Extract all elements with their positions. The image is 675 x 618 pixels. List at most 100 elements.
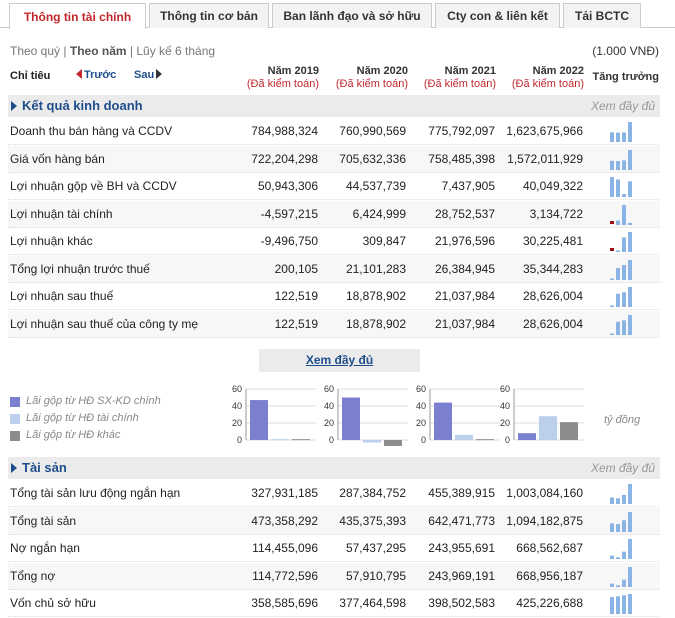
sparkline-bar — [622, 237, 626, 252]
table-row: Lợi nhuận khác -9,496,750 309,847 21,976,59… — [8, 228, 660, 255]
arrow-right-icon — [156, 69, 163, 79]
sparkline-bar — [628, 511, 632, 532]
sparkline-bar — [616, 584, 620, 587]
tab-financial-info[interactable]: Thông tin tài chính — [9, 3, 146, 29]
row-value: 30,225,481 — [522, 234, 583, 248]
sparkline-bar — [628, 232, 632, 252]
sparkline-bar — [610, 220, 614, 224]
row-value: 377,464,598 — [339, 596, 406, 610]
row-value: 287,384,752 — [339, 486, 406, 500]
sparkline-bar — [616, 179, 620, 197]
growth-sparkline — [610, 259, 632, 280]
sparkline-bar — [610, 497, 614, 504]
row-value: 21,037,984 — [434, 289, 495, 303]
row-value: 1,572,011,929 — [507, 151, 583, 166]
view-all-link[interactable]: Xem đầy đủ — [590, 99, 655, 113]
row-label: Lợi nhuận tài chính — [10, 206, 113, 221]
y-tick-label: 60 — [324, 384, 334, 394]
y-tick-label: 20 — [232, 418, 242, 428]
legend-item: Lãi gộp từ HĐ tài chính — [10, 412, 161, 429]
row-value: 705,632,336 — [339, 151, 406, 166]
view-all-link[interactable]: Xem đầy đủ — [590, 461, 655, 475]
table-row: Lợi nhuận sau thuế của công ty mẹ 122,519… — [8, 310, 660, 338]
sparkline-bar — [628, 122, 632, 142]
tab-management-ownership[interactable]: Ban lãnh đạo và sở hữu — [272, 3, 432, 28]
row-value: 358,585,696 — [251, 596, 318, 610]
sparkline-bar — [616, 557, 620, 559]
row-value: 28,626,004 — [522, 316, 583, 331]
view-all-button[interactable]: Xem đầy đủ — [259, 349, 420, 372]
sparkline-bar — [622, 519, 626, 532]
table-row: Lợi nhuận sau thuế 122,519 18,878,902 21,03… — [8, 283, 660, 310]
y-tick-label: 60 — [500, 384, 510, 394]
table-row: Vốn chủ sở hữu 358,585,696 377,464,598 398,… — [8, 590, 660, 617]
next-button[interactable]: Sau — [134, 69, 163, 81]
row-value: 122,519 — [274, 316, 318, 331]
growth-sparkline — [610, 122, 632, 142]
sparkline-bar — [622, 551, 626, 559]
table-row: Tổng nợ 114,772,596 57,910,795 243,969,191 6… — [8, 562, 660, 590]
y-tick-label: 0 — [505, 435, 510, 445]
tab-label: Ban lãnh đạo và sở hữu — [283, 9, 421, 23]
row-label: Lợi nhuận sau thuế của công ty mẹ — [10, 316, 198, 331]
sparkline-bar — [610, 160, 614, 170]
row-value: 40,049,322 — [522, 179, 583, 193]
row-value: 114,455,096 — [252, 541, 318, 555]
sparkline-bar — [616, 596, 620, 614]
table-row: Tổng tài sản lưu động ngắn hạn 327,931,18… — [8, 480, 660, 507]
row-value: 3,134,722 — [529, 206, 583, 221]
row-label: Tổng lợi nhuận trước thuế — [10, 261, 150, 276]
row-value: 243,955,691 — [428, 541, 495, 555]
sparkline-bar — [628, 314, 632, 335]
sparkline-bar — [628, 222, 632, 225]
row-label: Nợ ngắn hạn — [10, 541, 80, 555]
sparkline-bar — [610, 132, 614, 142]
tab-subsidiaries[interactable]: Cty con & liên kết — [435, 3, 560, 28]
row-value: 26,384,945 — [434, 261, 495, 276]
legend-item: Lãi gộp từ HĐ khác — [10, 429, 161, 446]
arrow-left-icon — [76, 69, 82, 79]
tab-label: Thông tin tài chính — [23, 9, 132, 24]
sparkline-bar — [616, 132, 620, 142]
y-tick-label: 60 — [232, 384, 242, 394]
sparkline-bar — [622, 595, 626, 614]
row-value: 398,502,583 — [428, 596, 495, 610]
table-row: Giá vốn hàng bán 722,204,298 705,632,336 75… — [8, 145, 660, 173]
legend-swatch — [10, 397, 20, 407]
mini-chart-2021: 0 20 40 60 — [416, 384, 500, 445]
sparkline-bar — [628, 149, 632, 170]
growth-sparkline — [610, 287, 632, 307]
audit-label: (Đã kiểm toán) — [423, 78, 496, 90]
sparkline-bar — [622, 264, 626, 280]
tab-download-reports[interactable]: Tải BCTC — [563, 3, 641, 28]
row-value: 473,358,292 — [251, 513, 318, 528]
growth-sparkline — [610, 314, 632, 335]
period-quarter-link[interactable]: Theo quý — [10, 44, 61, 58]
row-label: Lợi nhuận sau thuế — [10, 289, 114, 303]
table-row: Nợ ngắn hạn 114,455,096 57,437,295 243,955,… — [8, 535, 660, 562]
row-value: 425,226,688 — [516, 596, 583, 610]
sparkline-bar — [622, 319, 626, 335]
period-separator: | — [63, 44, 67, 58]
row-label: Lợi nhuận gộp về BH và CCDV — [10, 179, 177, 193]
sparkline-bar — [616, 293, 620, 307]
row-value: 28,752,537 — [434, 206, 495, 221]
chart-bar-2021-2 — [476, 439, 494, 441]
chart-bar-2022-0 — [518, 433, 536, 440]
growth-sparkline — [610, 484, 632, 504]
section-title: Tài sản — [22, 460, 67, 475]
row-value: 722,204,298 — [251, 151, 318, 166]
sparkline-bar — [610, 583, 614, 587]
row-value: -9,496,750 — [260, 234, 318, 248]
tab-basic-info[interactable]: Thông tin cơ bản — [149, 3, 269, 28]
row-value: 784,988,324 — [251, 124, 318, 138]
row-label: Lợi nhuận khác — [10, 234, 93, 248]
y-tick-label: 40 — [416, 401, 426, 411]
period-year-link[interactable]: Theo năm — [69, 44, 127, 58]
year-label: Năm 2021 — [444, 65, 496, 77]
row-value: 200,105 — [274, 261, 318, 276]
prev-button[interactable]: Trước — [76, 69, 116, 81]
year-col-1: Năm 2019 (Đã kiểm toán) — [229, 65, 319, 91]
row-value: 309,847 — [362, 234, 406, 248]
period-ytd-link[interactable]: Lũy kế 6 tháng — [136, 44, 216, 58]
